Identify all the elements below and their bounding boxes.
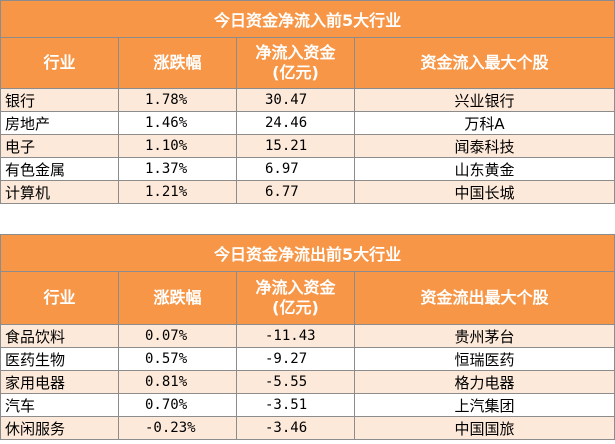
change-cell: 1.10% (118, 134, 237, 158)
inflow-header-net-flow-unit: (亿元) (272, 63, 319, 82)
net-flow-cell: 30.47 (236, 88, 355, 112)
industry-cell: 医药生物 (0, 347, 119, 371)
inflow-header-net-flow-label: 净流入资金 (255, 43, 336, 62)
inflow-header-top-stock: 资金流入最大个股 (353, 37, 615, 89)
outflow-table-title: 今日资金净流出前5大行业 (0, 234, 615, 272)
net-flow-cell: -3.46 (236, 416, 355, 440)
table-row: 电子 1.10% 15.21 闻泰科技 (0, 134, 615, 158)
industry-cell: 食品饮料 (0, 324, 119, 348)
industry-cell: 汽车 (0, 393, 119, 417)
net-flow-cell: -9.27 (236, 347, 355, 371)
top-stock-cell: 兴业银行 (353, 88, 615, 112)
table-row: 银行 1.78% 30.47 兴业银行 (0, 88, 615, 112)
industry-cell: 计算机 (0, 180, 119, 204)
net-flow-cell: 24.46 (236, 111, 355, 135)
net-flow-cell: -5.55 (236, 370, 355, 394)
top-stock-cell: 恒瑞医药 (353, 347, 615, 371)
inflow-header-change: 涨跌幅 (118, 37, 237, 89)
table-row: 医药生物 0.57% -9.27 恒瑞医药 (0, 347, 615, 371)
outflow-header-net-flow-unit: (亿元) (272, 298, 319, 317)
top-stock-cell: 贵州茅台 (353, 324, 615, 348)
outflow-table: 今日资金净流出前5大行业 行业 涨跌幅 净流入资金 (亿元) 资金流出最大个股 … (0, 234, 615, 440)
outflow-header-change: 涨跌幅 (118, 271, 237, 325)
net-flow-cell: -11.43 (236, 324, 355, 348)
change-cell: 0.07% (118, 324, 237, 348)
net-flow-cell: 15.21 (236, 134, 355, 158)
net-flow-cell: 6.97 (236, 157, 355, 181)
industry-cell: 银行 (0, 88, 119, 112)
industry-cell: 家用电器 (0, 370, 119, 394)
change-cell: 1.46% (118, 111, 237, 135)
top-stock-cell: 中国国旅 (353, 416, 615, 440)
table-row: 家用电器 0.81% -5.55 格力电器 (0, 370, 615, 394)
table-row: 食品饮料 0.07% -11.43 贵州茅台 (0, 324, 615, 348)
industry-cell: 电子 (0, 134, 119, 158)
change-cell: 1.78% (118, 88, 237, 112)
top-stock-cell: 上汽集团 (353, 393, 615, 417)
change-cell: 1.37% (118, 157, 237, 181)
inflow-table-title: 今日资金净流入前5大行业 (0, 0, 615, 38)
inflow-header-industry: 行业 (0, 37, 119, 89)
outflow-header-net-flow: 净流入资金 (亿元) (236, 271, 355, 325)
net-flow-cell: 6.77 (236, 180, 355, 204)
table-row: 休闲服务 -0.23% -3.46 中国国旅 (0, 416, 615, 440)
change-cell: 0.57% (118, 347, 237, 371)
change-cell: -0.23% (118, 416, 237, 440)
top-stock-cell: 格力电器 (353, 370, 615, 394)
net-flow-cell: -3.51 (236, 393, 355, 417)
change-cell: 0.70% (118, 393, 237, 417)
outflow-header-industry: 行业 (0, 271, 119, 325)
change-cell: 0.81% (118, 370, 237, 394)
industry-cell: 房地产 (0, 111, 119, 135)
inflow-header-net-flow: 净流入资金 (亿元) (236, 37, 355, 89)
table-row: 房地产 1.46% 24.46 万科A (0, 111, 615, 135)
outflow-header-top-stock: 资金流出最大个股 (353, 271, 615, 325)
top-stock-cell: 闻泰科技 (353, 134, 615, 158)
table-row: 汽车 0.70% -3.51 上汽集团 (0, 393, 615, 417)
inflow-table: 今日资金净流入前5大行业 行业 涨跌幅 净流入资金 (亿元) 资金流入最大个股 … (0, 0, 615, 204)
top-stock-cell: 山东黄金 (353, 157, 615, 181)
top-stock-cell: 万科A (353, 111, 615, 135)
industry-cell: 有色金属 (0, 157, 119, 181)
change-cell: 1.21% (118, 180, 237, 204)
table-row: 有色金属 1.37% 6.97 山东黄金 (0, 157, 615, 181)
industry-cell: 休闲服务 (0, 416, 119, 440)
top-stock-cell: 中国长城 (353, 180, 615, 204)
outflow-header-net-flow-label: 净流入资金 (255, 278, 336, 297)
table-row: 计算机 1.21% 6.77 中国长城 (0, 180, 615, 204)
